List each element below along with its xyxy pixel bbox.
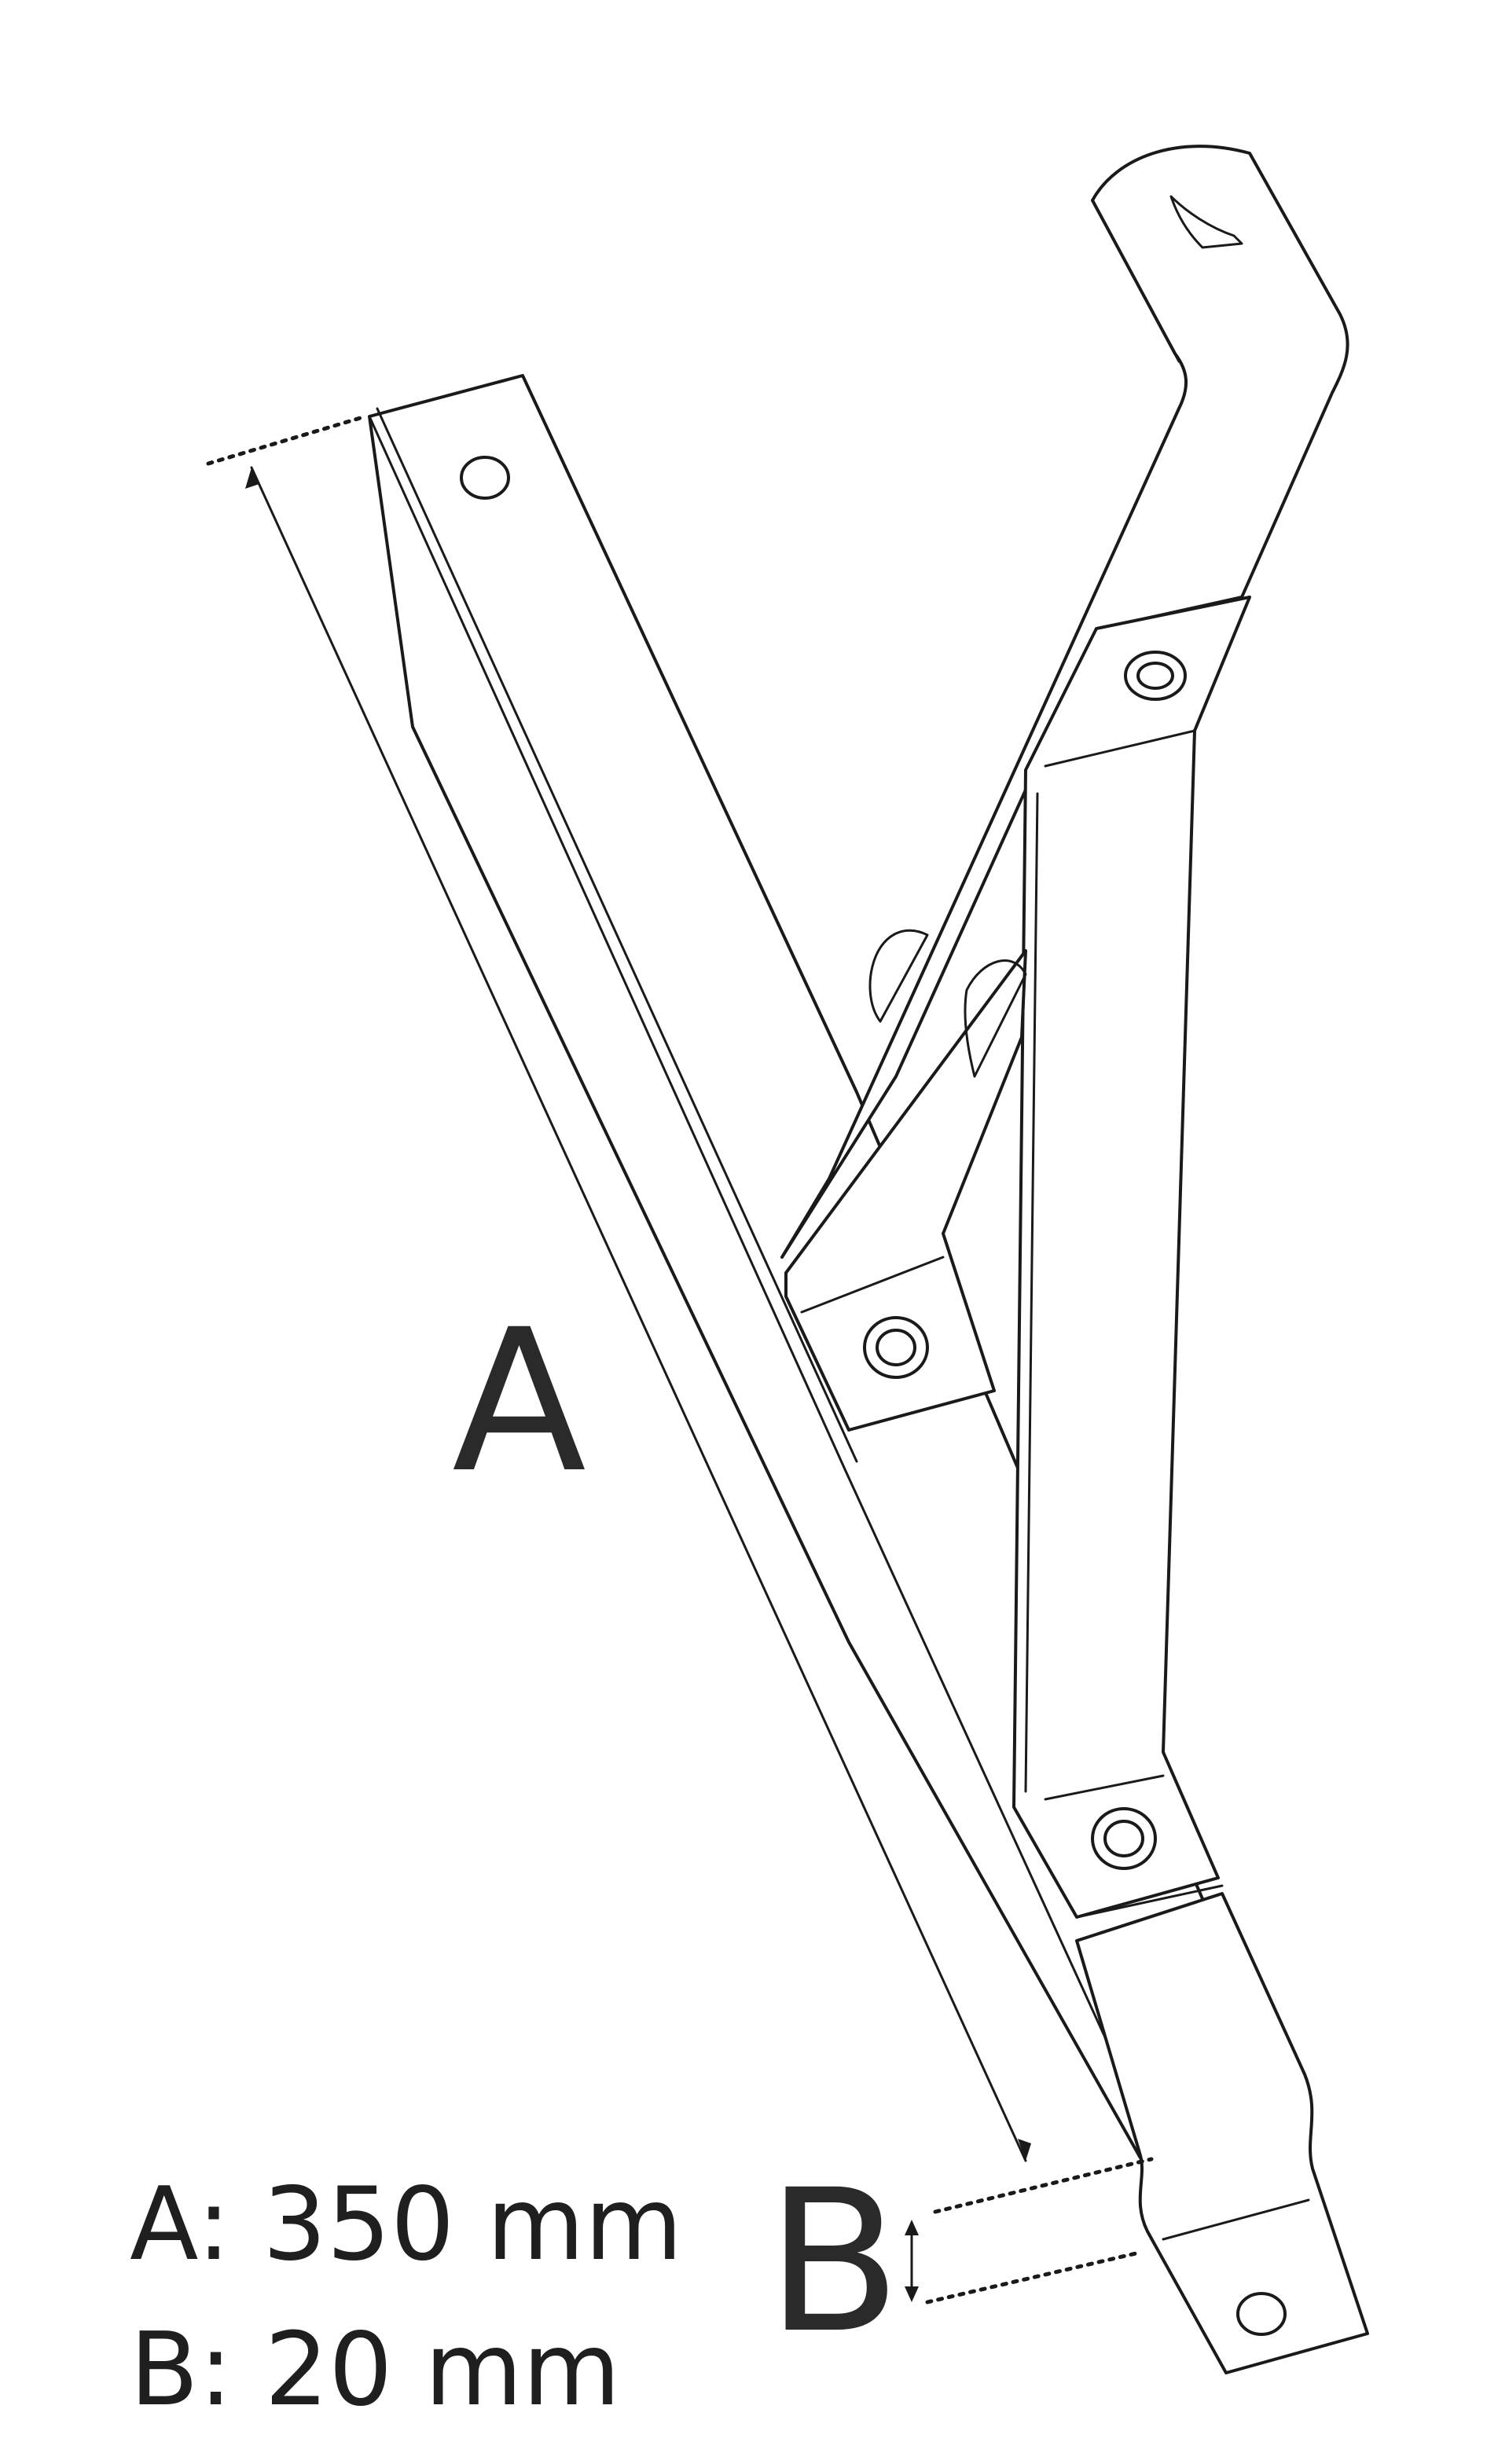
spec-line-b: B: 20 mm [130,2312,621,2429]
lower-bend [1075,1892,1369,2374]
dimension-a-marker [206,414,1031,2162]
vertical-strut [1012,596,1251,1919]
label-b: B [766,2147,901,2376]
diagonal-brace [784,929,1027,1432]
spec-line-a: A: 350 mm [130,2166,683,2283]
hole-lower-strut-inner [1103,1820,1144,1857]
label-a: A [452,1287,586,1516]
hole-top [460,456,510,500]
mounting-holes [460,456,1287,2336]
hole-brace-inner [876,1329,916,1366]
hole-bottom [1236,2292,1287,2336]
hole-inner-upper [1136,662,1174,690]
dimension-b-marker [905,2157,1154,2304]
